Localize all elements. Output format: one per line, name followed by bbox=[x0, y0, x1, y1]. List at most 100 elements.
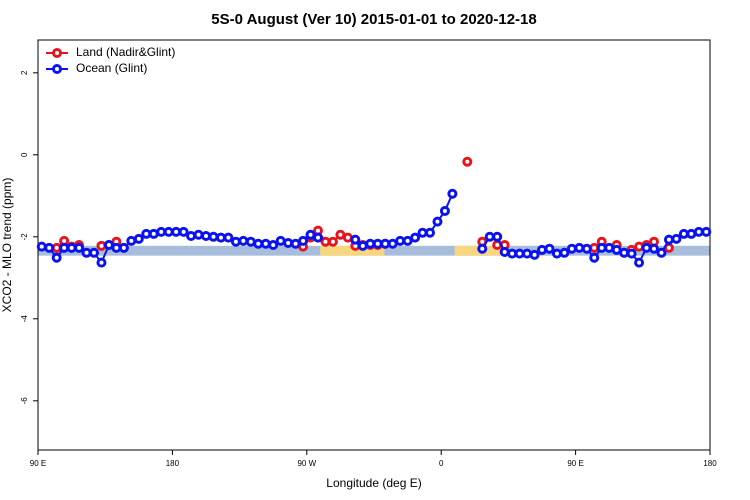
point bbox=[96, 257, 107, 268]
point bbox=[380, 238, 391, 249]
point bbox=[641, 242, 652, 253]
point bbox=[230, 236, 241, 247]
point bbox=[589, 252, 600, 263]
point bbox=[103, 240, 114, 250]
point bbox=[350, 234, 361, 245]
point bbox=[514, 248, 525, 259]
point bbox=[425, 227, 435, 238]
point bbox=[589, 242, 600, 253]
point bbox=[537, 244, 547, 255]
x-tick-label: 180 bbox=[166, 459, 180, 468]
point bbox=[372, 238, 383, 249]
point bbox=[335, 229, 346, 240]
band bbox=[320, 245, 385, 256]
point bbox=[484, 231, 495, 242]
point bbox=[305, 229, 316, 240]
point bbox=[51, 242, 62, 253]
point bbox=[215, 232, 226, 243]
point bbox=[604, 242, 615, 253]
point bbox=[223, 232, 234, 243]
point bbox=[59, 242, 70, 253]
x-axis-label: Longitude (deg E) bbox=[326, 476, 421, 490]
y-axis-label: XCO2 - MLO trend (ppm) bbox=[0, 178, 14, 313]
point bbox=[193, 229, 204, 240]
point bbox=[298, 235, 309, 246]
point bbox=[275, 235, 286, 246]
point bbox=[238, 235, 249, 246]
point bbox=[89, 247, 99, 258]
point bbox=[574, 242, 585, 253]
point bbox=[313, 232, 323, 243]
point bbox=[171, 226, 182, 237]
point bbox=[566, 243, 577, 254]
y-tick-label: -6 bbox=[20, 397, 29, 405]
point bbox=[439, 205, 450, 216]
point bbox=[365, 238, 376, 249]
legend-label: Land (Nadir&Glint) bbox=[76, 45, 175, 59]
legend-marker bbox=[52, 48, 62, 58]
x-tick-label: 180 bbox=[703, 459, 717, 468]
point bbox=[634, 257, 645, 268]
legend-label: Ocean (Glint) bbox=[76, 61, 147, 75]
point bbox=[245, 236, 256, 247]
chart-title: 5S-0 August (Ver 10) 2015-01-01 to 2020-… bbox=[211, 11, 536, 28]
point bbox=[118, 242, 129, 253]
point bbox=[126, 235, 137, 246]
point bbox=[663, 234, 674, 245]
point bbox=[492, 231, 503, 242]
x-tick-label: 90 W bbox=[297, 459, 316, 468]
point bbox=[522, 248, 533, 259]
point bbox=[36, 241, 47, 252]
point bbox=[201, 230, 211, 241]
point bbox=[111, 242, 122, 253]
point bbox=[141, 228, 152, 239]
point bbox=[701, 226, 712, 237]
point bbox=[581, 243, 592, 254]
point bbox=[477, 243, 488, 254]
point bbox=[432, 216, 443, 227]
point bbox=[551, 248, 562, 259]
point bbox=[619, 247, 630, 258]
point bbox=[320, 236, 331, 247]
point bbox=[74, 242, 85, 253]
y-tick-label: 0 bbox=[20, 152, 29, 157]
point bbox=[686, 228, 697, 239]
point bbox=[96, 240, 107, 251]
point bbox=[656, 247, 667, 258]
y-tick-label: -2 bbox=[20, 233, 29, 241]
point bbox=[678, 228, 689, 239]
point bbox=[447, 188, 458, 199]
point bbox=[148, 228, 159, 239]
point bbox=[253, 238, 264, 249]
legend-marker bbox=[52, 64, 62, 74]
point bbox=[499, 246, 510, 257]
point bbox=[693, 226, 704, 237]
point bbox=[596, 242, 607, 253]
x-tick-label: 0 bbox=[439, 459, 444, 468]
point bbox=[133, 233, 144, 244]
point bbox=[327, 236, 338, 247]
point bbox=[178, 226, 189, 237]
point bbox=[529, 249, 540, 260]
point bbox=[51, 252, 62, 263]
point bbox=[544, 243, 555, 254]
point bbox=[626, 248, 637, 259]
point bbox=[66, 242, 77, 253]
point bbox=[186, 230, 197, 241]
point bbox=[671, 233, 682, 244]
point bbox=[402, 235, 413, 246]
x-tick-label: 90 E bbox=[567, 459, 583, 468]
point bbox=[611, 244, 622, 255]
point bbox=[507, 248, 518, 259]
y-tick-label: -4 bbox=[20, 315, 29, 323]
point bbox=[357, 240, 368, 251]
point bbox=[634, 241, 645, 252]
point bbox=[268, 240, 279, 250]
point bbox=[81, 247, 92, 258]
point bbox=[395, 235, 406, 246]
point bbox=[156, 226, 167, 237]
point bbox=[283, 237, 294, 248]
point bbox=[342, 232, 353, 243]
point bbox=[163, 226, 174, 237]
